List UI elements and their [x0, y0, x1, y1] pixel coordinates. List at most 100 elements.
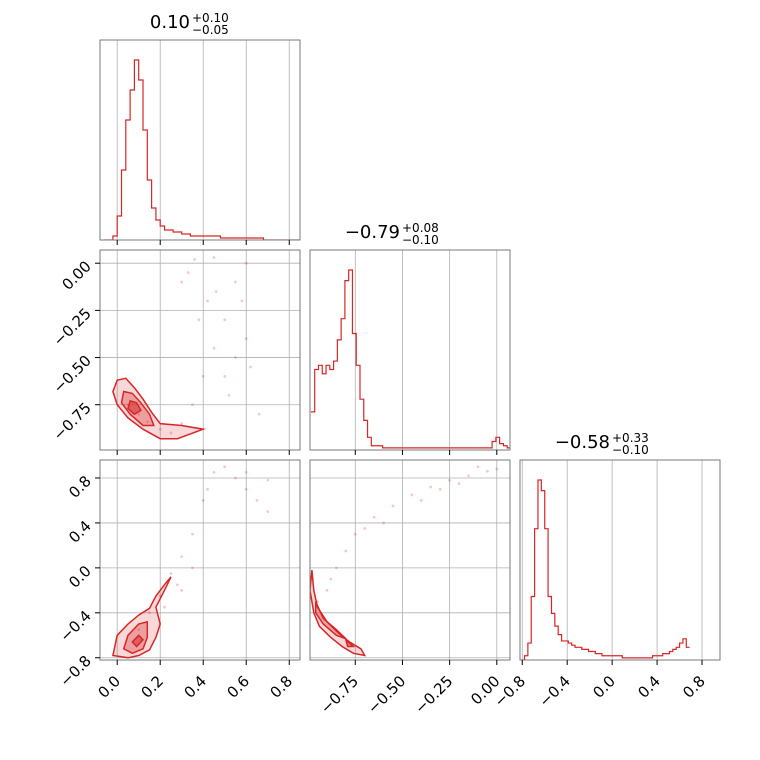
panel-frame — [99, 249, 301, 451]
contour-level — [127, 399, 142, 416]
scatter-point — [448, 478, 452, 482]
scatter-point — [234, 356, 237, 359]
panel-title: −0.58 — [555, 432, 610, 453]
panel-frame — [309, 459, 511, 661]
panel-content — [112, 465, 270, 659]
x-tick-label: −0.25 — [411, 672, 456, 717]
scatter-point — [240, 299, 244, 303]
scatter-point — [363, 527, 367, 530]
panel-content — [112, 256, 261, 440]
scatter-point — [244, 261, 248, 265]
title-sub: −0.10 — [402, 233, 439, 247]
title-sub: −0.10 — [612, 443, 649, 457]
scatter-point — [244, 470, 248, 474]
title-sub: −0.05 — [192, 23, 229, 37]
scatter-point — [169, 431, 173, 435]
scatter-point — [467, 474, 470, 478]
scatter-point — [163, 605, 166, 609]
scatter-point — [344, 549, 348, 553]
scatter-point — [353, 532, 357, 536]
scatter-point — [158, 427, 162, 431]
x-tick-label: 0.0 — [94, 672, 124, 702]
x-tick-label: 0.4 — [180, 672, 210, 702]
scatter-point — [495, 467, 499, 471]
y-tick-label: −0.4 — [56, 607, 94, 645]
scatter-point — [148, 611, 151, 615]
scatter-point — [169, 572, 173, 575]
scatter-point — [266, 510, 270, 514]
scatter-point — [206, 299, 209, 303]
y-tick-label: 0.4 — [65, 517, 95, 547]
scatter-point — [266, 478, 270, 482]
scatter-point — [335, 566, 338, 570]
scatter-point — [180, 422, 184, 425]
x-tick-label: −0.75 — [317, 672, 362, 717]
title-sup: +0.10 — [192, 11, 229, 25]
scatter-point — [438, 487, 442, 491]
scatter-point — [214, 290, 218, 293]
scatter-point — [223, 375, 227, 378]
panel-frame — [99, 459, 301, 661]
x-tick-label: 0.4 — [634, 672, 664, 702]
title-sup: +0.33 — [612, 431, 649, 445]
scatter-point — [391, 504, 395, 508]
panel-0-0 — [104, 40, 300, 240]
y-tick-label: −0.8 — [56, 652, 94, 690]
scatter-point — [180, 280, 184, 284]
panel-frame — [519, 459, 721, 661]
title-sup: +0.08 — [402, 221, 439, 235]
scatter-point — [145, 420, 149, 424]
scatter-point — [244, 337, 248, 341]
x-tick-label: −0.4 — [536, 672, 574, 710]
y-tick-label: 0.00 — [58, 257, 94, 293]
scatter-point — [176, 583, 179, 587]
contour-level — [314, 601, 347, 640]
y-tick-label: −0.75 — [50, 399, 95, 444]
contour-level — [122, 620, 149, 655]
scatter-point — [227, 393, 231, 397]
x-tick-label: 0.0 — [589, 672, 619, 702]
panel-1-0 — [100, 250, 300, 450]
scatter-point — [212, 346, 216, 350]
panel-1-1 — [310, 250, 510, 450]
scatter-point — [180, 588, 184, 592]
scatter-point — [234, 476, 237, 480]
scatter-point — [201, 375, 205, 378]
scatter-point — [201, 499, 205, 502]
panel-2-2 — [521, 460, 703, 660]
scatter-point — [180, 555, 184, 559]
x-tick-label: −0.50 — [364, 672, 409, 717]
contour-level — [131, 634, 145, 648]
panel-title: 0.10 — [150, 12, 190, 33]
scatter-point — [429, 485, 433, 489]
scatter-point — [212, 256, 216, 259]
scatter-point — [419, 499, 423, 502]
scatter-point — [191, 532, 194, 536]
panel-frame — [309, 249, 511, 451]
scatter-point — [223, 318, 227, 322]
x-tick-label: 0.6 — [223, 672, 253, 702]
panel-frame — [99, 39, 301, 241]
scatter-point — [249, 365, 252, 369]
contour-level — [344, 637, 356, 648]
scatter-point — [137, 412, 141, 416]
scatter-point — [410, 493, 414, 497]
y-tick-label: 0.0 — [65, 562, 95, 592]
scatter-point — [382, 521, 385, 525]
x-tick-label: 0.2 — [137, 672, 167, 702]
scatter-point — [191, 566, 194, 570]
contour-level — [112, 377, 207, 440]
scatter-point — [193, 258, 197, 261]
scatter-point — [234, 280, 237, 284]
panel-2-0 — [100, 460, 300, 660]
scatter-point — [137, 628, 141, 632]
scatter-point — [255, 499, 259, 502]
scatter-point — [223, 465, 227, 469]
scatter-point — [325, 588, 329, 592]
histogram-line — [521, 479, 690, 660]
panel-2-1 — [310, 460, 510, 660]
histogram-line — [310, 269, 510, 449]
scatter-point — [257, 412, 261, 416]
scatter-point — [191, 403, 194, 407]
